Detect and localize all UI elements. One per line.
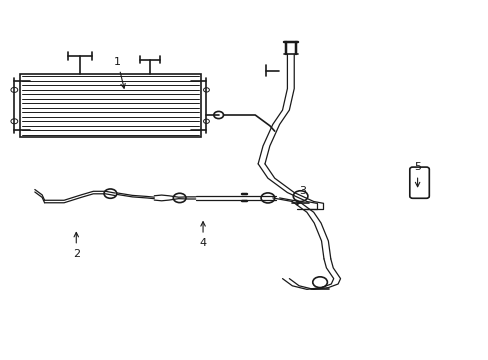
- FancyBboxPatch shape: [409, 167, 428, 198]
- Bar: [20, 74, 200, 137]
- Text: 5: 5: [413, 162, 420, 187]
- Text: 2: 2: [73, 233, 80, 258]
- Text: 3: 3: [296, 186, 306, 205]
- Text: 4: 4: [199, 222, 206, 248]
- Text: 1: 1: [114, 57, 125, 88]
